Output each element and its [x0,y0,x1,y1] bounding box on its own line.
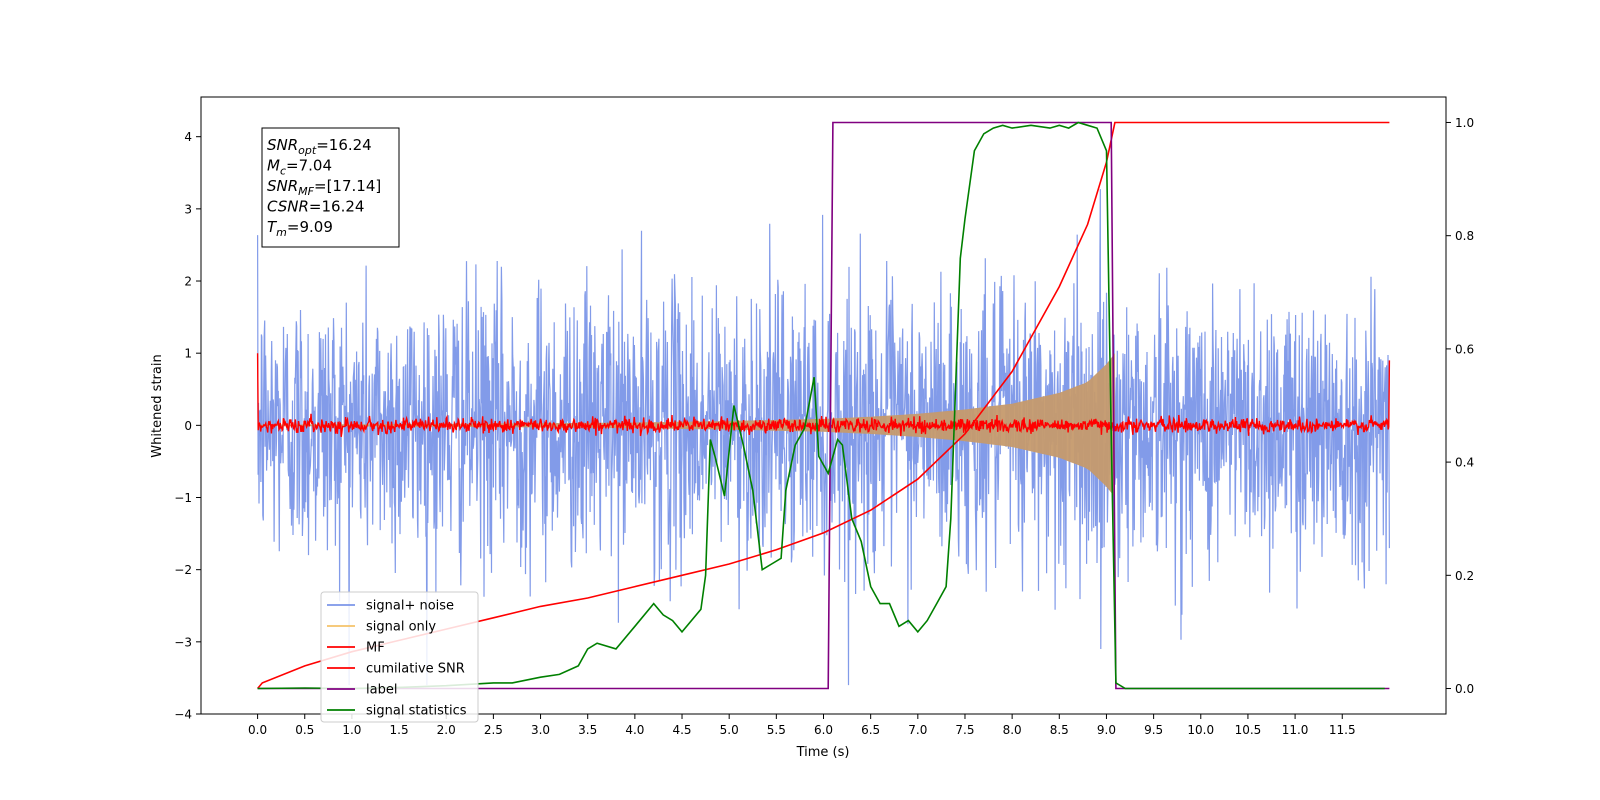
info-symbol: CSNR [267,198,309,216]
y-axis-left: −4 −3 −2 −1 0 1 2 3 4 [174,130,201,722]
info-value: =9.09 [287,218,333,236]
x-tick-label: 8.5 [1050,723,1069,737]
info-box-line: Mc=7.04 [267,157,332,178]
x-tick-label: 5.0 [720,723,739,737]
y-tick-label: −3 [174,635,192,649]
legend-frame [320,591,479,723]
legend: signal+ noise signal only MF cumilative SNR… [320,591,479,723]
y-tick-label: −2 [174,563,192,577]
y-tick-label: 3 [184,202,192,216]
info-value: =16.24 [316,136,372,154]
info-value: =16.24 [309,198,365,216]
info-box-line: SNRMF=[17.14] [267,177,381,198]
info-box: SNRopt=16.24Mc=7.04SNRMF=[17.14]CSNR=16.… [261,127,400,248]
x-tick-label: 11.0 [1282,723,1309,737]
legend-label: signal only [366,620,436,635]
x-tick-label: 6.0 [814,723,833,737]
series-signal-noise-line [257,189,1390,686]
y-axis-right: 0.0 0.2 0.4 0.6 0.8 1.0 [1446,116,1474,696]
y-tick-label: 2 [184,275,192,289]
info-box-frame [261,127,400,248]
info-subscript: MF [298,185,314,198]
y-tick-label: 4 [184,130,192,144]
info-box-line: SNRopt=16.24 [267,136,372,157]
x-tick-label: 7.0 [908,723,927,737]
x-tick-label: 4.0 [625,723,644,737]
y2-tick-label: 0.6 [1455,342,1474,356]
info-box-line: Tm=9.09 [267,218,333,239]
info-subscript: c [280,165,286,178]
y2-tick-label: 0.4 [1455,456,1474,470]
x-tick-label: 10.0 [1187,723,1214,737]
x-tick-label: 11.5 [1329,723,1356,737]
x-tick-label: 10.5 [1235,723,1262,737]
x-tick-label: 2.0 [437,723,456,737]
y-tick-label: −4 [174,708,192,722]
x-tick-label: 0.0 [248,723,267,737]
y2-tick-label: 1.0 [1455,116,1474,130]
legend-label: signal statistics [366,704,467,719]
series-mf-line [256,353,1391,438]
info-value: =7.04 [286,157,332,175]
info-box-line: CSNR=16.24 [267,198,364,216]
x-tick-label: 7.5 [955,723,974,737]
x-tick-label: 3.5 [578,723,597,737]
y2-tick-label: 0.2 [1455,569,1474,583]
info-value: =[17.14] [314,177,381,195]
info-symbol: M [267,157,280,175]
y2-tick-label: 0.0 [1455,682,1474,696]
x-tick-label: 9.5 [1144,723,1163,737]
y-tick-label: −1 [174,491,192,505]
x-tick-label: 0.5 [295,723,314,737]
legend-label: signal+ noise [366,599,454,614]
y2-tick-label: 0.8 [1455,229,1474,243]
info-symbol: SNR [267,136,298,154]
x-tick-label: 6.5 [861,723,880,737]
x-tick-label: 2.5 [484,723,503,737]
info-symbol: SNR [267,177,298,195]
y-axis-label: Whitened strain [150,354,165,457]
x-tick-label: 3.0 [531,723,550,737]
x-tick-label: 1.0 [342,723,361,737]
x-tick-label: 1.5 [390,723,409,737]
y-tick-label: 1 [184,347,192,361]
legend-label: cumilative SNR [366,662,465,677]
x-tick-label: 4.5 [672,723,691,737]
x-tick-label: 5.5 [767,723,786,737]
info-subscript: opt [298,144,317,157]
legend-label: MF [366,641,385,656]
y-tick-label: 0 [184,419,192,433]
legend-label: label [366,683,397,698]
info-symbol: T [267,218,278,236]
info-subscript: m [276,226,287,239]
x-axis-label: Time (s) [796,745,850,760]
x-tick-label: 9.0 [1097,723,1116,737]
x-tick-label: 8.0 [1003,723,1022,737]
x-axis: 0.0 0.5 1.0 1.5 2.0 2.5 3.0 3.5 4.0 4.5 5.0 5.5 6.0 6… [248,714,1356,737]
